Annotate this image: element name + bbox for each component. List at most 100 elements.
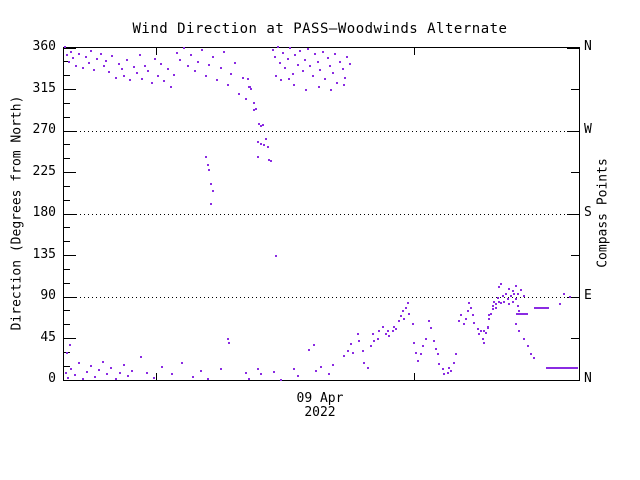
axis-tick <box>571 172 579 173</box>
data-point <box>288 78 291 81</box>
data-point <box>146 371 149 374</box>
data-point <box>330 88 333 91</box>
data-point <box>506 297 509 300</box>
data-point <box>246 78 249 81</box>
axis-tick <box>64 255 76 256</box>
plot-area <box>63 46 580 381</box>
data-point <box>458 319 460 322</box>
axis-tick <box>413 373 415 380</box>
data-point <box>86 370 89 373</box>
axis-tick <box>64 296 76 298</box>
data-point <box>452 362 455 365</box>
data-point <box>172 73 175 76</box>
data-point <box>358 340 361 343</box>
data-point <box>321 50 324 53</box>
data-point <box>500 283 503 286</box>
y-tick-label: 180 <box>32 205 56 220</box>
data-point <box>191 376 194 379</box>
data-point <box>454 353 457 356</box>
y-tick-label: 315 <box>32 80 56 96</box>
data-point <box>126 58 129 61</box>
data-point <box>513 293 516 296</box>
data-point <box>486 325 489 328</box>
data-point <box>114 378 117 381</box>
data-point <box>147 70 150 73</box>
data-point <box>404 307 407 310</box>
data-point <box>317 85 320 88</box>
data-point <box>129 79 132 82</box>
data-point <box>519 288 522 291</box>
data-point <box>343 355 346 358</box>
axis-tick <box>155 373 157 380</box>
data-point <box>315 369 318 372</box>
data-point <box>226 83 229 86</box>
data-point <box>373 340 376 343</box>
data-point <box>467 302 470 305</box>
data-point <box>351 352 354 355</box>
data-point <box>515 297 518 300</box>
data-point <box>319 366 322 369</box>
data-point <box>255 107 258 110</box>
data-point <box>141 78 144 81</box>
data-point <box>181 362 184 365</box>
axis-tick <box>64 172 76 173</box>
data-point <box>569 296 572 298</box>
data-point <box>93 69 96 72</box>
data-point <box>346 350 349 353</box>
data-point <box>329 64 332 67</box>
data-point <box>286 58 289 61</box>
data-point <box>402 318 405 321</box>
data-point <box>498 285 501 288</box>
data-point <box>275 255 278 258</box>
data-point <box>501 295 504 298</box>
data-point <box>486 327 489 330</box>
data-point <box>510 295 513 298</box>
data-point <box>279 379 282 381</box>
data-point <box>272 48 275 51</box>
data-point <box>209 183 212 186</box>
data-point <box>491 307 494 310</box>
data-point <box>296 63 299 66</box>
data-point <box>284 67 287 70</box>
data-point <box>344 76 347 79</box>
y-tick-label: 225 <box>32 163 56 179</box>
data-point <box>264 138 267 141</box>
data-point <box>223 50 226 53</box>
y-tick-label: 270 <box>32 122 56 137</box>
data-point <box>163 80 166 83</box>
data-point <box>477 328 480 331</box>
data-point <box>498 300 501 303</box>
data-point <box>132 66 135 69</box>
data-point <box>153 58 156 61</box>
data-point <box>227 337 230 340</box>
y-tick-label: 45 <box>40 329 56 345</box>
data-point <box>98 368 101 371</box>
data-point <box>341 68 344 71</box>
data-point <box>297 375 300 378</box>
data-point <box>220 367 223 370</box>
data-point <box>413 342 416 345</box>
compass-tick-label: N <box>584 39 592 54</box>
data-point <box>160 62 163 65</box>
data-point <box>244 371 247 374</box>
data-point <box>230 72 233 75</box>
data-point <box>66 352 69 355</box>
data-point <box>275 74 278 77</box>
axis-tick <box>64 116 70 118</box>
data-segment <box>516 312 528 315</box>
data-point <box>267 158 270 161</box>
data-point <box>89 365 92 368</box>
data-point <box>366 367 369 369</box>
x-axis-year-label: 2022 <box>304 405 336 420</box>
data-point <box>209 202 212 205</box>
data-point <box>407 302 410 305</box>
data-point <box>84 56 87 59</box>
data-point <box>245 97 248 100</box>
axis-tick <box>64 282 70 284</box>
data-point <box>64 46 67 49</box>
data-point <box>126 375 129 378</box>
data-point <box>93 376 96 379</box>
data-point <box>247 378 250 381</box>
data-point <box>157 74 160 77</box>
axis-tick <box>64 185 70 187</box>
